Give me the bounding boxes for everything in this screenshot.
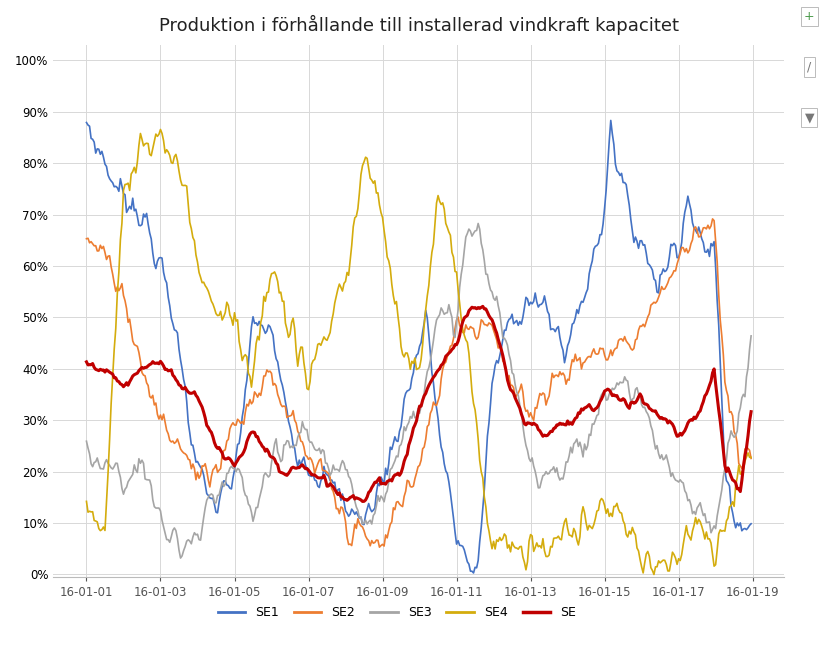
Title: Produktion i förhållande till installerad vindkraft kapacitet: Produktion i förhållande till installera… bbox=[159, 15, 678, 35]
Text: /: / bbox=[806, 60, 811, 74]
Text: ▼: ▼ bbox=[803, 111, 813, 124]
Legend: SE1, SE2, SE3, SE4, SE: SE1, SE2, SE3, SE4, SE bbox=[212, 601, 580, 624]
Text: +: + bbox=[803, 10, 813, 23]
